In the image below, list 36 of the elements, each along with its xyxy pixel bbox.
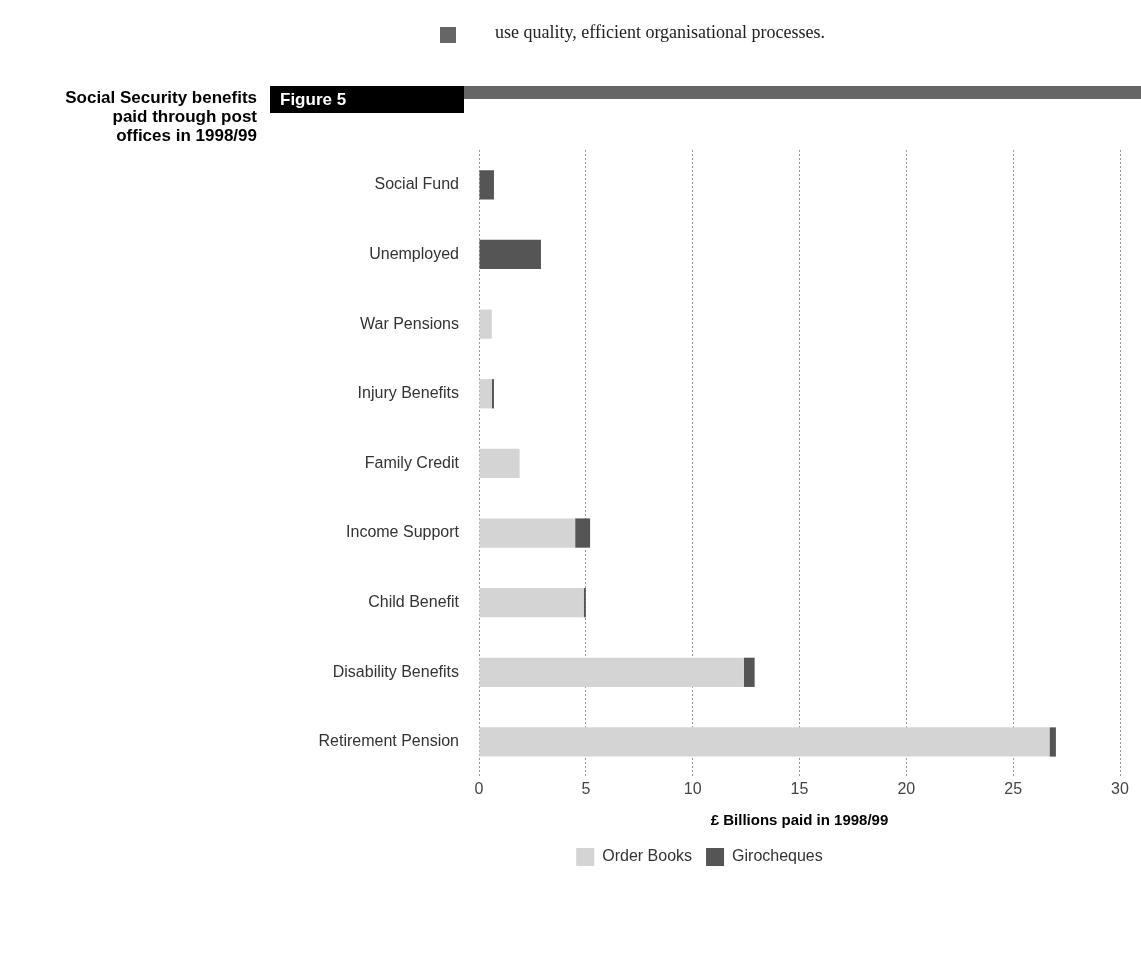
y-tick-label: Unemployed — [369, 244, 459, 262]
x-tick-label: 0 — [474, 779, 484, 797]
bar — [491, 379, 494, 409]
bar — [479, 309, 492, 339]
y-tick-label: War Pensions — [360, 314, 459, 332]
text: Figure 5 — [270, 86, 464, 113]
x-axis-title: £ Billions paid in 1998/99 — [710, 811, 889, 829]
bar — [479, 379, 492, 409]
bar — [479, 727, 1050, 757]
bar — [479, 239, 541, 270]
y-tick-label: Injury Benefits — [357, 384, 459, 402]
y-tick-label: Disability Benefits — [332, 662, 459, 680]
bar — [479, 170, 494, 200]
x-tick-label: 15 — [790, 779, 809, 797]
bar — [479, 588, 584, 618]
y-tick-label: Retirement Pension — [318, 732, 459, 750]
bar — [743, 657, 755, 687]
y-tick-label: Family Credit — [364, 453, 460, 471]
x-tick-label: 10 — [683, 779, 702, 797]
legend-label: Order Books — [602, 847, 693, 865]
bar — [575, 518, 591, 548]
bar — [583, 588, 586, 618]
x-tick-label: 30 — [1111, 779, 1129, 797]
text: use quality, efficient organisational processes. — [495, 22, 826, 42]
y-tick-label: Child Benefit — [368, 593, 460, 611]
y-tick-label: Income Support — [346, 523, 460, 541]
bar — [1049, 727, 1056, 757]
y-tick-label: Social Fund — [374, 175, 459, 193]
x-tick-label: 20 — [897, 779, 916, 797]
x-tick-label: 5 — [581, 779, 591, 797]
bar — [479, 657, 744, 687]
x-tick-label: 25 — [1004, 779, 1023, 797]
bar — [479, 448, 520, 479]
bar — [479, 518, 576, 548]
legend-label: Girocheques — [732, 847, 823, 865]
text: Social Security benefits paid through post offices in 1998/99 — [64, 88, 257, 145]
